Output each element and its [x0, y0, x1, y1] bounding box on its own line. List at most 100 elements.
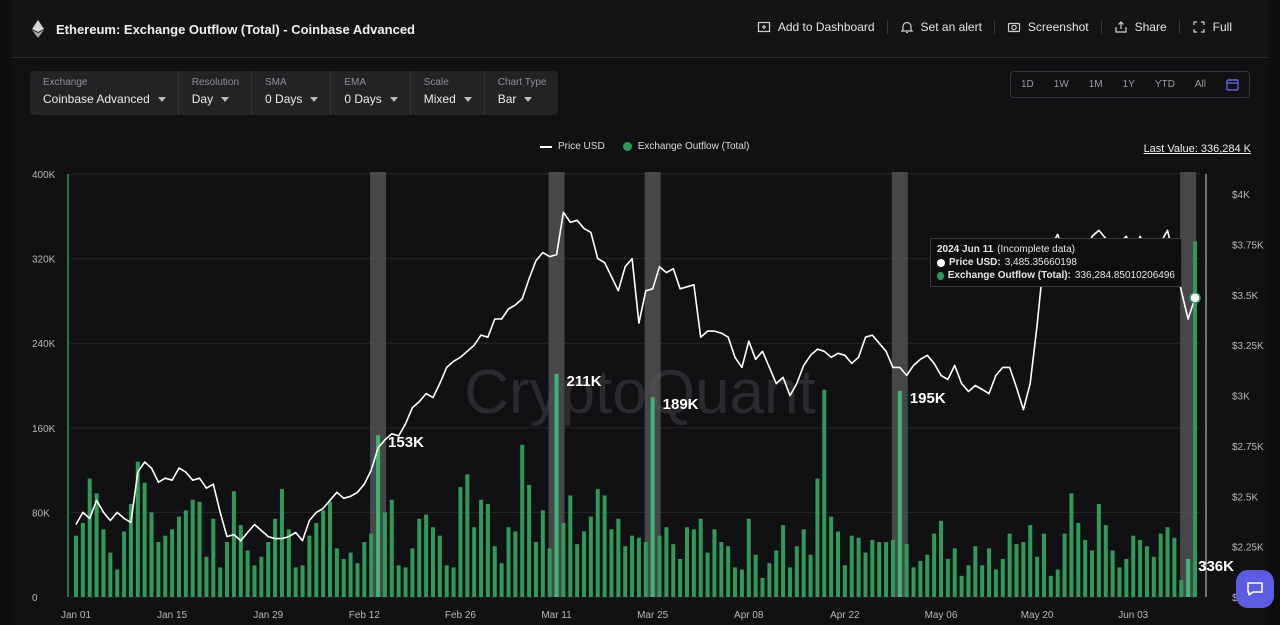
y-left-tick-label: 240K — [32, 339, 56, 350]
date-picker-button[interactable] — [1216, 78, 1249, 91]
camera-icon — [1007, 22, 1021, 33]
outflow-bar — [595, 489, 600, 597]
range-ytd-button[interactable]: YTD — [1154, 79, 1175, 90]
screenshot-button[interactable]: Screenshot — [993, 20, 1101, 34]
outflow-bar — [355, 563, 360, 597]
outflow-bar — [252, 565, 257, 597]
last-point-marker — [1189, 292, 1201, 304]
outflow-bar — [94, 493, 99, 597]
outflow-bar — [218, 567, 223, 597]
outflow-bar — [1144, 546, 1149, 597]
last-value-link[interactable]: Last Value: 336,284 K — [1143, 143, 1251, 155]
range-1d-button[interactable]: 1D — [1020, 79, 1034, 90]
outflow-bar — [259, 556, 264, 597]
outflow-bar — [959, 575, 964, 597]
outflow-bar — [348, 552, 353, 597]
chat-support-button[interactable] — [1236, 570, 1274, 608]
x-tick-label: Apr 22 — [830, 610, 860, 621]
outflow-bar — [321, 510, 326, 597]
scale-select[interactable]: Scale Mixed — [411, 71, 485, 115]
outflow-bar — [691, 529, 696, 597]
outflow-bar — [1000, 558, 1005, 597]
resolution-select[interactable]: Resolution Day — [179, 71, 253, 115]
range-1w-button[interactable]: 1W — [1053, 79, 1069, 90]
scale-select-value: Mixed — [423, 92, 456, 106]
outflow-bar — [458, 487, 463, 597]
outflow-bar — [293, 567, 298, 597]
outflow-bar — [856, 537, 861, 597]
range-1m-button[interactable]: 1M — [1088, 79, 1103, 90]
outflow-bar — [836, 531, 841, 597]
x-tick-label: May 06 — [925, 610, 958, 621]
fullscreen-button[interactable]: Full — [1178, 20, 1244, 34]
exchange-select-value: Coinbase Advanced — [43, 92, 150, 106]
time-range-selector: 1D 1W 1M 1Y YTD All — [1009, 71, 1250, 98]
ema-select-value: 0 Days — [344, 92, 382, 106]
outflow-bar — [815, 478, 820, 597]
legend-price[interactable]: Price USD — [540, 141, 605, 152]
outflow-bar — [417, 518, 422, 597]
outflow-bar — [987, 548, 992, 597]
exchange-select[interactable]: Exchange Coinbase Advanced — [30, 71, 179, 115]
outflow-bar — [430, 527, 435, 597]
x-tick-label: Jan 29 — [253, 610, 283, 621]
outflow-bar — [204, 556, 209, 597]
outflow-bar — [925, 554, 930, 597]
y-right-tick-label: $3K — [1232, 392, 1250, 403]
chat-icon — [1247, 582, 1263, 596]
outflow-bar — [1179, 580, 1184, 597]
outflow-bar — [739, 569, 744, 597]
header-actions: Add to Dashboard Set an alert Screenshot… — [745, 20, 1244, 34]
y-right-tick-label: $3.5K — [1232, 291, 1258, 302]
chart-type-select[interactable]: Chart Type Bar — [485, 71, 559, 115]
outflow-bar — [485, 503, 490, 597]
outflow-bar — [382, 512, 387, 597]
outflow-bar — [362, 542, 367, 597]
outflow-bar — [273, 518, 278, 597]
set-alert-label: Set an alert — [920, 20, 982, 34]
range-all-button[interactable]: All — [1194, 79, 1206, 90]
outflow-bar — [588, 516, 593, 597]
outflow-bar — [135, 461, 140, 597]
range-1y-button[interactable]: 1Y — [1122, 79, 1135, 90]
outflow-bar — [678, 558, 683, 597]
add-to-dashboard-button[interactable]: Add to Dashboard — [745, 20, 887, 34]
header-bar: Ethereum: Exchange Outflow (Total) - Coi… — [12, 0, 1268, 58]
set-alert-button[interactable]: Set an alert — [886, 20, 994, 34]
outflow-bar — [540, 510, 545, 597]
outflow-bar — [863, 552, 868, 597]
outflow-bar — [657, 535, 662, 597]
chart-panel — [12, 58, 1268, 625]
outflow-bar — [307, 535, 312, 597]
y-right-tick-label: $3.25K — [1232, 341, 1264, 352]
outflow-bar — [932, 533, 937, 597]
x-tick-label: Jan 15 — [157, 610, 187, 621]
outflow-bar — [808, 554, 813, 597]
screenshot-label: Screenshot — [1027, 20, 1089, 34]
sma-select[interactable]: SMA 0 Days — [252, 71, 332, 115]
x-tick-label: Mar 11 — [541, 610, 572, 621]
chart-tooltip: 2024 Jun 11 (Incomplete data) Price USD: 3… — [930, 238, 1182, 287]
outflow-bar — [1172, 537, 1177, 597]
outflow-bar — [1151, 556, 1156, 597]
price-line — [75, 211, 1196, 542]
x-tick-label: Feb 26 — [445, 610, 477, 621]
x-tick-label: Mar 25 — [637, 610, 669, 621]
legend-outflow[interactable]: Exchange Outflow (Total) — [622, 141, 749, 152]
outflow-bar — [1083, 539, 1088, 597]
outflow-bar — [527, 484, 532, 597]
outflow-bar — [575, 544, 580, 597]
outflow-bar — [582, 531, 587, 597]
outflow-bar — [1035, 556, 1040, 597]
outflow-bar — [870, 539, 875, 597]
outflow-bar — [451, 567, 456, 597]
outflow-bar — [877, 542, 882, 597]
watermark: CryptoQuant — [464, 358, 816, 427]
outflow-bar — [1069, 493, 1074, 597]
outflow-bar — [767, 563, 772, 597]
share-button[interactable]: Share — [1100, 20, 1179, 34]
chart-type-select-label: Chart Type — [497, 77, 547, 88]
ema-select[interactable]: EMA 0 Days — [331, 71, 411, 115]
outflow-dot-swatch — [622, 142, 632, 151]
